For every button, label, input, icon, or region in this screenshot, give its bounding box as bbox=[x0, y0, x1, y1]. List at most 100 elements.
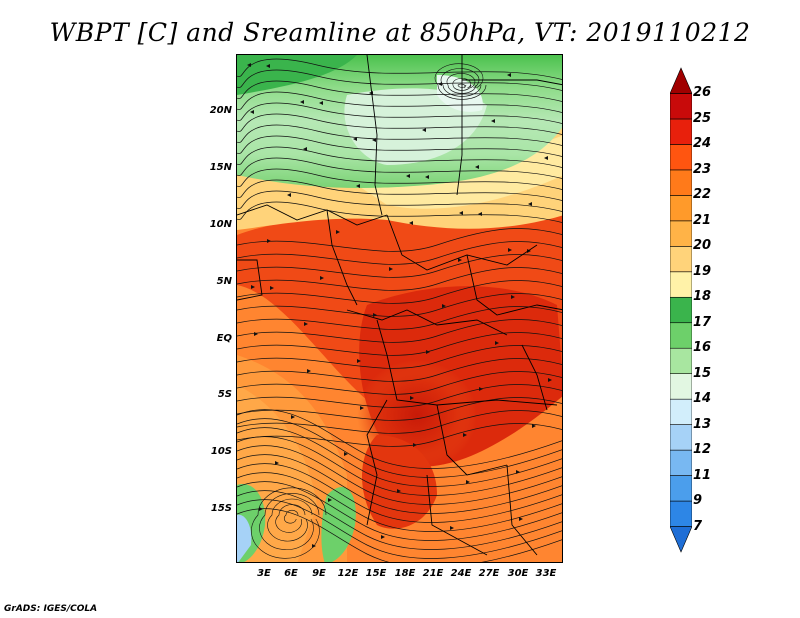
streamline bbox=[237, 472, 562, 532]
colorbar-label: 13 bbox=[693, 416, 712, 432]
country-border bbox=[237, 204, 388, 226]
lon-label-18e: 18E bbox=[394, 568, 416, 579]
streamline-arrow bbox=[312, 544, 316, 548]
colorbar-label: 15 bbox=[693, 365, 712, 381]
colorbar-box bbox=[670, 220, 692, 247]
streamline-arrow bbox=[511, 295, 515, 299]
streamlines bbox=[237, 58, 562, 562]
streamline bbox=[284, 509, 299, 524]
streamline bbox=[237, 499, 562, 559]
colorbar-box bbox=[670, 246, 692, 273]
streamline-arrow bbox=[409, 221, 413, 225]
streamline-arrow bbox=[320, 276, 324, 280]
streamline bbox=[237, 91, 562, 113]
streamline bbox=[237, 58, 562, 80]
country-border bbox=[426, 474, 488, 556]
streamline-arrow bbox=[270, 286, 274, 290]
streamline-arrow bbox=[495, 341, 499, 345]
streamline-arrow bbox=[397, 489, 401, 493]
streamline bbox=[237, 124, 562, 146]
lat-label-15n: 15N bbox=[209, 162, 232, 173]
streamline bbox=[237, 228, 562, 252]
streamline bbox=[237, 371, 562, 395]
colorbar-box bbox=[670, 347, 692, 374]
south-cool-field bbox=[237, 514, 252, 562]
streamline-arrow bbox=[548, 378, 552, 382]
streamline-arrow bbox=[266, 64, 270, 68]
streamline-arrow bbox=[516, 470, 520, 474]
lon-label-24e: 24E bbox=[450, 568, 472, 579]
lon-label-9e: 9E bbox=[312, 568, 326, 579]
colorbar-box bbox=[670, 398, 692, 425]
colorbar-label: 9 bbox=[693, 493, 703, 509]
lat-label-eq: EQ bbox=[216, 333, 232, 344]
colorbar-box bbox=[670, 195, 692, 222]
lon-label-15e: 15E bbox=[365, 568, 387, 579]
country-border bbox=[346, 309, 508, 336]
streamline-arrow bbox=[519, 517, 523, 521]
streamline-arrow bbox=[426, 350, 430, 354]
colorbar-label: 20 bbox=[693, 238, 712, 254]
streamline bbox=[237, 410, 562, 434]
streamline bbox=[237, 280, 562, 304]
streamline bbox=[237, 157, 562, 179]
lat-label-5s: 5S bbox=[217, 389, 232, 400]
streamline-arrow bbox=[507, 73, 511, 77]
streamline bbox=[237, 418, 562, 478]
streamline bbox=[237, 102, 562, 124]
streamline bbox=[237, 409, 562, 469]
map-canvas bbox=[237, 55, 562, 562]
streamline-arrow bbox=[291, 415, 295, 419]
country-border bbox=[521, 344, 548, 411]
streamline-arrow bbox=[544, 156, 548, 160]
streamline bbox=[237, 319, 562, 343]
lon-label-30e: 30E bbox=[507, 568, 529, 579]
streamline bbox=[457, 83, 467, 89]
streamline-arrow bbox=[508, 248, 512, 252]
streamline bbox=[237, 345, 562, 369]
colorbar-label: 24 bbox=[693, 136, 712, 152]
sahara-pale-field bbox=[344, 88, 487, 165]
map-title: WBPT [C] and Sreamline at 850hPa, VT: 20… bbox=[49, 18, 751, 47]
streamline-arrow bbox=[532, 424, 536, 428]
streamline bbox=[237, 241, 562, 265]
country-border bbox=[436, 404, 508, 476]
streamline-arrow bbox=[319, 101, 323, 105]
streamline-arrow bbox=[413, 443, 417, 447]
streamline-arrow bbox=[528, 202, 532, 206]
streamline bbox=[237, 201, 562, 223]
streamline bbox=[237, 293, 562, 317]
lat-label-20n: 20N bbox=[209, 105, 232, 116]
lon-label-27e: 27E bbox=[478, 568, 500, 579]
southern-hot-field bbox=[362, 435, 437, 529]
streamline-arrow bbox=[459, 211, 463, 215]
colorbar-label: 22 bbox=[693, 187, 712, 203]
colorbar-box bbox=[670, 373, 692, 400]
streamline-arrow bbox=[336, 230, 340, 234]
streamline bbox=[237, 445, 562, 505]
streamline-arrow bbox=[259, 507, 263, 511]
country-border bbox=[376, 319, 558, 406]
streamline bbox=[237, 358, 562, 382]
streamline bbox=[251, 487, 327, 559]
streamline-arrow bbox=[303, 147, 307, 151]
streamline bbox=[237, 332, 562, 356]
streamline bbox=[237, 146, 562, 168]
streamline-arrow bbox=[442, 304, 446, 308]
streamline bbox=[237, 384, 562, 408]
streamline bbox=[267, 498, 313, 542]
streamline bbox=[237, 267, 562, 291]
streamline bbox=[237, 80, 562, 102]
streamline-arrow bbox=[466, 480, 470, 484]
streamline-arrow bbox=[304, 322, 308, 326]
colorbar-top-triangle bbox=[670, 67, 692, 94]
lon-label-3e: 3E bbox=[257, 568, 271, 579]
lon-label-33e: 33E bbox=[535, 568, 557, 579]
map-panel bbox=[236, 54, 563, 563]
streamline bbox=[237, 113, 562, 135]
streamline bbox=[237, 481, 562, 541]
colorbar-box bbox=[670, 271, 692, 298]
streamline-arrow bbox=[357, 359, 361, 363]
streamline-arrow bbox=[360, 406, 364, 410]
colorbar-label: 25 bbox=[693, 110, 712, 126]
